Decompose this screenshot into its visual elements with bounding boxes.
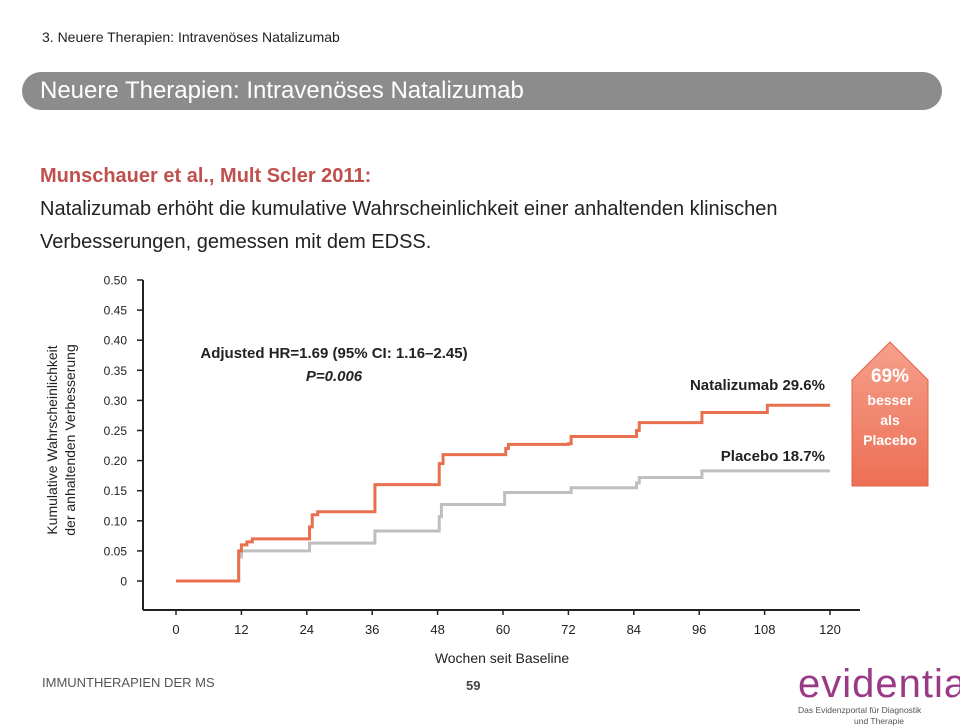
intro-text: Munschauer et al., Mult Scler 2011: Nata… <box>40 160 820 259</box>
y-tick-label: 0.50 <box>104 274 128 288</box>
p-value-annotation: P=0.006 <box>306 368 363 385</box>
series-line-natalizumab <box>176 403 830 583</box>
y-tick-label: 0 <box>120 575 127 589</box>
x-tick-label: 0 <box>172 622 179 637</box>
y-axis-label-line1: Kumulative Wahrscheinlichkeit <box>44 345 60 534</box>
x-tick-label: 24 <box>300 622 314 637</box>
y-tick-label: 0.20 <box>104 454 128 468</box>
citation: Munschauer et al., Mult Scler 2011: <box>40 165 372 187</box>
x-tick-label: 72 <box>561 622 575 637</box>
breadcrumb: 3. Neuere Therapien: Intravenöses Natali… <box>42 29 340 45</box>
y-tick-labels: 0 0.05 0.10 0.15 0.20 0.25 0.30 0.35 0.40 0.45 0.5… <box>104 274 128 589</box>
y-tick-label: 0.10 <box>104 514 128 528</box>
y-tick-label: 0.15 <box>104 484 128 498</box>
x-tick-label: 12 <box>234 622 248 637</box>
callout-text: 69% besser als Placebo <box>850 366 930 450</box>
x-tick-label: 96 <box>692 622 706 637</box>
logo-word: evidentia <box>798 662 960 706</box>
chart-axes <box>137 279 860 615</box>
x-tick-label: 48 <box>430 622 444 637</box>
callout-line1: besser <box>867 392 913 408</box>
x-tick-label: 108 <box>754 622 776 637</box>
y-axis-label-line2: der anhaltenden Verbesserung <box>62 344 78 535</box>
callout-line3: Placebo <box>863 432 917 448</box>
y-tick-label: 0.35 <box>104 364 128 378</box>
logo-subtitle-line2: und Therapie <box>854 716 904 726</box>
page-number: 59 <box>466 678 481 693</box>
series-line-placebo <box>176 469 830 583</box>
hr-annotation: Adjusted HR=1.69 (95% CI: 1.16–2.45) <box>200 345 467 362</box>
x-tick-label: 120 <box>819 622 841 637</box>
x-tick-label: 36 <box>365 622 379 637</box>
y-tick-label: 0.45 <box>104 304 128 318</box>
logo-subtitle-line1: Das Evidenzportal für Diagnostik <box>798 705 922 715</box>
callout-percent: 69% <box>870 366 910 387</box>
series-label-natalizumab: Natalizumab 29.6% <box>690 377 825 394</box>
series-label-placebo: Placebo 18.7% <box>721 448 825 465</box>
y-tick-label: 0.25 <box>104 424 128 438</box>
page-title: Neuere Therapien: Intravenöses Natalizum… <box>40 77 524 104</box>
x-tick-labels: 0 12 24 36 48 60 72 84 96 108 120 <box>172 622 840 637</box>
evidentia-logo: evidentia Das Evidenzportal für Diagnost… <box>798 664 960 726</box>
y-tick-label: 0.30 <box>104 394 128 408</box>
x-tick-label: 60 <box>496 622 510 637</box>
footer-label: IMMUNTHERAPIEN DER MS <box>42 675 215 690</box>
callout-line2: als <box>880 412 900 428</box>
intro-statement: Natalizumab erhöht die kumulative Wahrsc… <box>40 198 778 253</box>
callout-badge: 69% besser als Placebo <box>850 340 930 488</box>
chart-series <box>176 403 830 583</box>
y-tick-label: 0.40 <box>104 334 128 348</box>
y-tick-label: 0.05 <box>104 544 128 558</box>
x-tick-label: 84 <box>627 622 641 637</box>
title-bar: Neuere Therapien: Intravenöses Natalizum… <box>22 72 942 110</box>
callout-shape <box>851 341 929 487</box>
x-axis-label: Wochen seit Baseline <box>435 650 570 666</box>
